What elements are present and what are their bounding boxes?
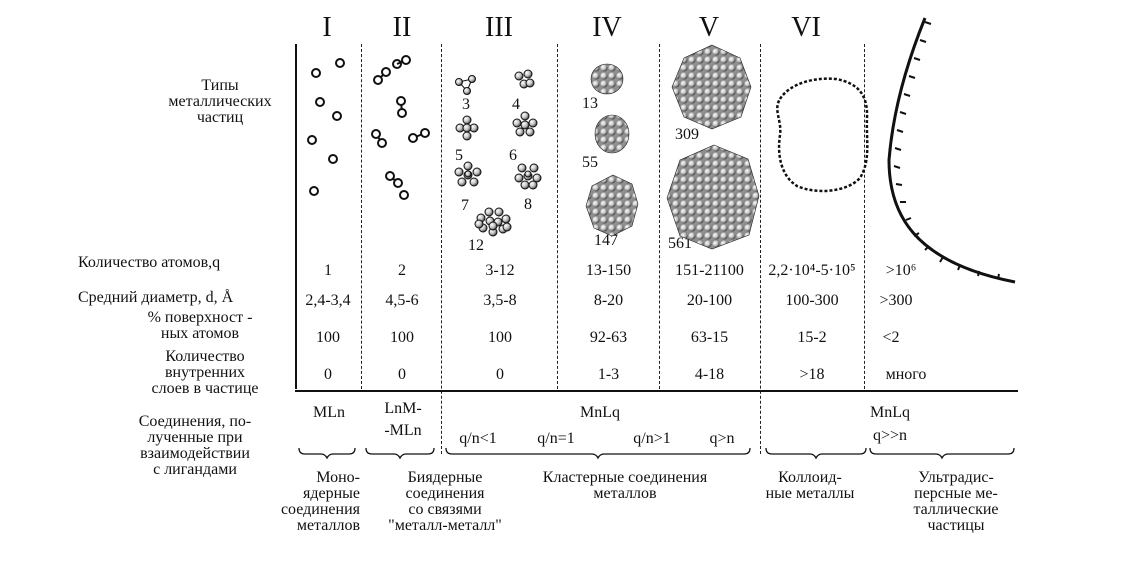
column-numeral-IV: IV bbox=[592, 12, 622, 43]
ratio-4: q>n bbox=[709, 430, 735, 447]
column-numeral-III: III bbox=[485, 12, 513, 43]
label-13: 13 bbox=[582, 95, 598, 112]
label-3: 3 bbox=[462, 96, 470, 113]
label-12: 12 bbox=[468, 237, 484, 254]
compound-cluster: MnLq bbox=[580, 404, 620, 421]
label-309: 309 bbox=[675, 126, 699, 143]
column-numeral-I: I bbox=[322, 12, 332, 43]
ratio-2: q/n=1 bbox=[537, 430, 575, 447]
divider-6 bbox=[864, 44, 865, 389]
atoms-V: 151-21100 bbox=[675, 262, 744, 279]
ratio-1: q/n<1 bbox=[459, 430, 497, 447]
label-6: 6 bbox=[509, 147, 517, 164]
layers-III: 0 bbox=[496, 366, 504, 383]
atoms-IV: 13-150 bbox=[585, 262, 632, 279]
large-clusters bbox=[666, 44, 760, 250]
atoms-label: Количество атомов,q bbox=[78, 254, 221, 271]
dimers bbox=[371, 55, 430, 200]
diameter-I: 2,4-3,4 bbox=[305, 292, 351, 309]
compound-colloid: MnLq bbox=[870, 404, 910, 421]
column-numeral-II: II bbox=[392, 12, 412, 43]
layers-label: Количество внутренних слоев в частице bbox=[151, 348, 259, 397]
surface-III: 100 bbox=[488, 329, 512, 346]
surface-ultra: <2 bbox=[882, 329, 900, 346]
diameter-V: 20-100 bbox=[686, 292, 733, 309]
ratio-3: q/n>1 bbox=[633, 430, 671, 447]
ultradispersed-hatching bbox=[893, 21, 1000, 280]
brace-bi bbox=[365, 447, 435, 460]
compounds-label: Соединения, по- лученные при взаимодейст… bbox=[138, 413, 252, 478]
compound-mono: MLn bbox=[313, 404, 345, 421]
category-colloid: Коллоид- ные металлы bbox=[765, 469, 855, 502]
layers-II: 0 bbox=[398, 366, 406, 383]
small-clusters bbox=[454, 69, 542, 237]
surface-VI: 15-2 bbox=[797, 329, 827, 346]
surface-I: 100 bbox=[316, 329, 340, 346]
atoms-III: 3-12 bbox=[485, 262, 515, 279]
diameter-label: Средний диаметр, d, Å bbox=[78, 289, 234, 306]
label-55: 55 bbox=[582, 154, 598, 171]
colloid-particle bbox=[776, 77, 869, 193]
category-ultra: Ультрадис- персные ме- таллические части… bbox=[913, 469, 999, 534]
compound-bi-top: LnM- bbox=[384, 400, 422, 417]
layers-VI: >18 bbox=[799, 366, 825, 383]
types-label: Типы металлических частиц bbox=[168, 77, 272, 126]
atoms-VI: 2,2·10⁴-5·10⁵ bbox=[768, 262, 856, 279]
left-axis-line bbox=[295, 44, 297, 389]
surface-II: 100 bbox=[390, 329, 414, 346]
category-mono: Моно- ядерные соединения металлов bbox=[280, 469, 360, 534]
column-numeral-VI: VI bbox=[791, 12, 821, 43]
label-8: 8 bbox=[524, 196, 532, 213]
divider-2 bbox=[441, 44, 442, 454]
column-numeral-V: V bbox=[698, 12, 720, 43]
surface-V: 63-15 bbox=[690, 329, 729, 346]
brace-cluster bbox=[445, 447, 751, 460]
layers-ultra: много bbox=[885, 366, 927, 383]
layers-V: 4-18 bbox=[694, 366, 725, 383]
compound-bi-bottom: -MLn bbox=[384, 422, 422, 439]
diameter-III: 3,5-8 bbox=[483, 292, 517, 309]
divider-1 bbox=[361, 44, 362, 389]
atoms-ultra: >10⁶ bbox=[885, 262, 917, 279]
diameter-IV: 8-20 bbox=[593, 292, 624, 309]
brace-mono bbox=[298, 447, 356, 460]
label-147: 147 bbox=[594, 232, 618, 249]
brace-colloid bbox=[765, 447, 867, 460]
divider-4 bbox=[659, 44, 660, 389]
compound-colloid-ratio: q>>n bbox=[872, 427, 908, 444]
label-4: 4 bbox=[512, 96, 520, 113]
surface-IV: 92-63 bbox=[589, 329, 628, 346]
diameter-ultra: >300 bbox=[879, 292, 913, 309]
label-561: 561 bbox=[668, 235, 692, 252]
brace-ultra bbox=[869, 447, 1015, 460]
medium-clusters bbox=[585, 63, 639, 237]
baseline bbox=[295, 390, 1018, 392]
label-7: 7 bbox=[461, 197, 469, 214]
category-binuclear: Биядерные соединения со связями "металл-… bbox=[388, 469, 502, 534]
atoms-II: 2 bbox=[398, 262, 406, 279]
layers-I: 0 bbox=[324, 366, 332, 383]
diameter-VI: 100-300 bbox=[785, 292, 839, 309]
layers-IV: 1-3 bbox=[597, 366, 620, 383]
divider-5 bbox=[760, 44, 761, 454]
divider-3 bbox=[557, 44, 558, 389]
single-atoms bbox=[307, 58, 345, 196]
atoms-I: 1 bbox=[324, 262, 332, 279]
diameter-II: 4,5-6 bbox=[385, 292, 419, 309]
ultradispersed-arc bbox=[887, 17, 1016, 284]
label-5: 5 bbox=[455, 147, 463, 164]
category-cluster: Кластерные соединения металлов bbox=[542, 469, 708, 502]
surface-label: % поверхност - ных атомов bbox=[147, 309, 253, 342]
